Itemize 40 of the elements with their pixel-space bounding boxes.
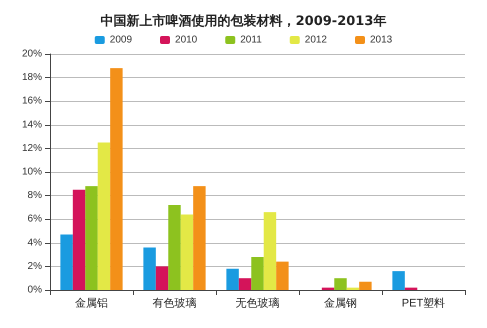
- bar: [392, 271, 405, 290]
- bar: [110, 68, 123, 290]
- x-tick-label: PET塑料: [402, 296, 446, 310]
- bar: [72, 190, 86, 290]
- bar: [85, 186, 98, 290]
- x-tick-label: 金属铝: [75, 298, 108, 310]
- y-tick-label: 10%: [22, 166, 42, 178]
- bar: [359, 282, 372, 290]
- y-tick-label: 16%: [22, 96, 42, 107]
- x-tick-label: 无色玻璃: [236, 296, 280, 310]
- y-tick-label: 14%: [22, 119, 42, 130]
- bar: [156, 266, 168, 290]
- bar: [276, 262, 289, 290]
- bar: [334, 278, 347, 290]
- bar: [226, 268, 239, 290]
- bar: [193, 186, 206, 290]
- bar: [180, 214, 194, 290]
- bar: [264, 212, 276, 290]
- bar: [168, 205, 181, 290]
- legend-label: 2010: [175, 34, 198, 46]
- x-tick-label: 有色玻璃: [152, 296, 196, 310]
- bar: [143, 248, 156, 290]
- bar: [251, 256, 264, 290]
- bar: [238, 278, 252, 290]
- y-tick-label: 12%: [22, 142, 42, 154]
- y-tick-label: 2%: [28, 260, 42, 272]
- legend-label: 2009: [110, 34, 132, 46]
- chart-title: 中国新上市啤酒使用的包装材料，2009-2013年: [100, 13, 386, 29]
- y-tick-label: 8%: [28, 190, 42, 202]
- y-tick-label: 0%: [28, 284, 42, 296]
- legend-label: 2013: [370, 34, 393, 46]
- bar: [60, 234, 73, 290]
- legend-label: 2012: [304, 34, 328, 46]
- y-tick-label: 6%: [28, 214, 42, 225]
- x-tick-label: 金属钢: [324, 298, 357, 310]
- y-tick-label: 4%: [28, 237, 42, 248]
- y-tick-label: 20%: [22, 48, 42, 60]
- bar: [98, 142, 110, 290]
- y-tick-label: 18%: [22, 72, 42, 84]
- legend-label: 2011: [240, 34, 262, 46]
